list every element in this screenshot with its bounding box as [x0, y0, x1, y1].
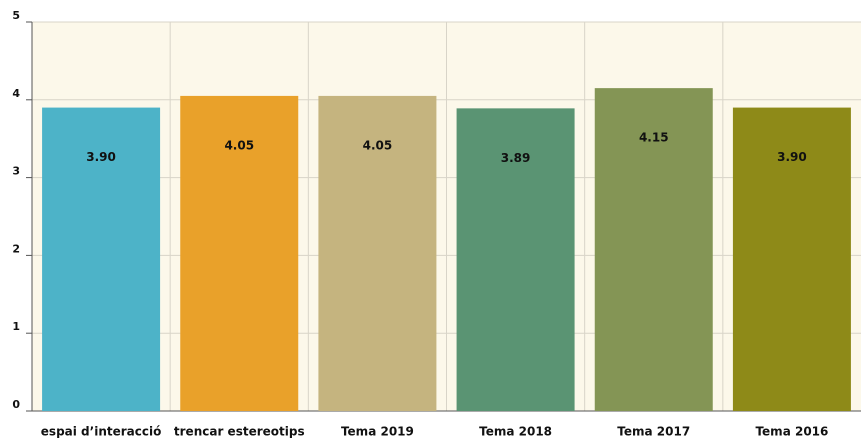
x-tick-label: espai d’interacció — [41, 425, 162, 439]
x-tick-label: trencar estereotips — [174, 425, 305, 439]
value-label: 4.05 — [224, 138, 254, 152]
value-label: 3.89 — [501, 151, 531, 165]
value-label: 4.15 — [639, 131, 669, 145]
x-tick-label: Tema 2019 — [341, 425, 414, 439]
bar — [42, 107, 161, 411]
y-tick-label: 0 — [12, 398, 20, 411]
bar — [594, 88, 713, 411]
bar — [318, 95, 437, 411]
y-tick-label: 2 — [12, 242, 20, 255]
bar — [732, 107, 851, 411]
x-tick-label: Tema 2018 — [479, 425, 552, 439]
y-tick-label: 4 — [12, 87, 20, 100]
y-tick-label: 5 — [12, 9, 20, 22]
y-tick-label: 3 — [12, 165, 20, 178]
x-tick-label: Tema 2017 — [617, 425, 690, 439]
y-tick-label: 1 — [12, 320, 20, 333]
value-label: 4.05 — [363, 138, 393, 152]
bar — [456, 108, 575, 411]
value-label: 3.90 — [777, 150, 807, 164]
x-tick-label: Tema 2016 — [755, 425, 828, 439]
value-label: 3.90 — [86, 150, 116, 164]
bar — [180, 95, 299, 411]
